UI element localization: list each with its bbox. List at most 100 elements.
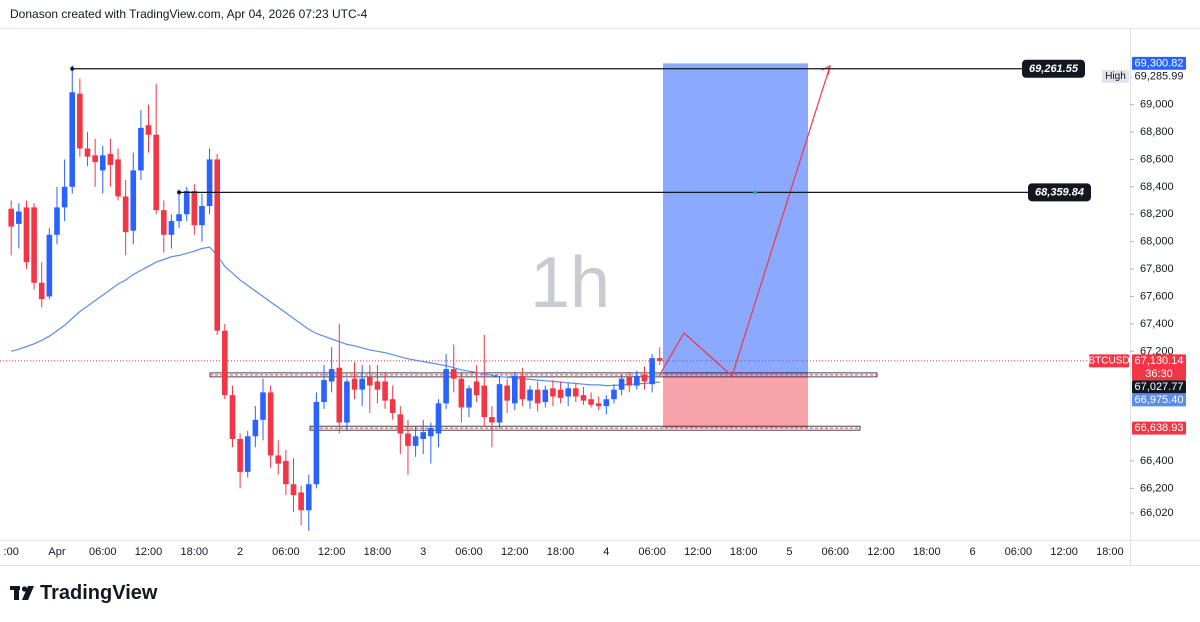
y-tick-label: 68,000 — [1140, 236, 1174, 248]
y-tick-label: 68,800 — [1140, 126, 1174, 138]
x-tick-label: 18:00 — [364, 546, 392, 558]
brand-name: TradingView — [40, 582, 158, 604]
candle-body — [161, 210, 167, 235]
x-tick-label: Apr — [48, 546, 65, 558]
candle-body — [550, 388, 556, 397]
y-tick-label: 67,600 — [1140, 290, 1174, 302]
candle-body — [122, 196, 129, 233]
x-tick-label: 06:00 — [272, 546, 300, 558]
candle-body — [428, 428, 434, 437]
candle-body — [458, 378, 465, 408]
candle-body — [283, 460, 289, 485]
candle-body — [260, 392, 266, 420]
y-tick-label: 67,400 — [1140, 318, 1174, 330]
x-tick-label: 18:00 — [181, 546, 209, 558]
candle-body — [573, 388, 579, 397]
candle-body — [595, 403, 602, 407]
candle-body — [31, 207, 37, 283]
candle-body — [527, 389, 533, 401]
projection-path — [658, 65, 831, 378]
candle-body — [229, 395, 236, 439]
candle-body — [130, 170, 137, 231]
candle-body — [222, 330, 228, 396]
candle-body — [214, 159, 221, 331]
x-tick-label: 06:00 — [455, 546, 483, 558]
candle-body — [489, 417, 495, 423]
candle-body — [511, 375, 518, 404]
candle-body — [435, 403, 442, 434]
candle-body — [275, 455, 282, 464]
candle-body — [626, 377, 633, 386]
candle-body — [656, 358, 663, 361]
candle-body — [443, 369, 449, 404]
level-anchor — [177, 190, 182, 195]
price-label: 66,638.93 — [1135, 422, 1184, 434]
candle-body — [77, 93, 83, 149]
candle-body — [305, 484, 312, 511]
candle-body — [519, 375, 526, 400]
x-tick-label: 2 — [237, 546, 243, 558]
candle-body — [405, 433, 411, 446]
x-tick-label: 12:00 — [135, 546, 163, 558]
candle-body — [191, 190, 198, 226]
candle-body — [176, 214, 182, 222]
candle-body — [54, 207, 60, 235]
candle-body — [351, 378, 358, 390]
candle-body — [38, 282, 45, 300]
candle-body — [466, 388, 472, 408]
x-tick-label: 18:00 — [913, 546, 941, 558]
x-tick-label: 06:00 — [638, 546, 666, 558]
candle-body — [16, 211, 22, 224]
candle-body — [450, 369, 457, 379]
x-tick-label: 06:00 — [821, 546, 849, 558]
candle-body — [412, 436, 419, 446]
candle-body — [634, 375, 640, 386]
x-tick-label: 18:00 — [1096, 546, 1124, 558]
candle-body — [92, 155, 98, 163]
y-tick-label: 69,000 — [1140, 99, 1174, 111]
y-tick-label: 66,200 — [1140, 482, 1174, 494]
candle-body — [252, 419, 259, 437]
profit-zone — [663, 63, 808, 375]
candle-body — [206, 159, 213, 207]
candle-body — [46, 234, 53, 297]
x-tick-label: 4 — [603, 546, 609, 558]
candle-body — [69, 92, 76, 187]
candle-body — [359, 378, 365, 390]
candle-body — [84, 148, 91, 157]
candle-body — [138, 127, 144, 171]
candle-body — [344, 381, 350, 423]
price-label-box — [1132, 421, 1186, 435]
header: Donason created with TradingView.com, Ap… — [10, 7, 368, 21]
price-label-box — [1132, 56, 1186, 70]
level-label: 68,359.84 — [1035, 186, 1084, 198]
level-label-box — [1028, 183, 1091, 202]
candle-body — [267, 392, 274, 456]
candle-body — [565, 388, 571, 397]
candle-body — [168, 221, 175, 235]
candle-body — [244, 436, 251, 472]
y-tick-label: 68,200 — [1140, 208, 1174, 220]
countdown-label: 36:30 — [1145, 368, 1173, 380]
price-tag-box — [1089, 354, 1129, 368]
x-tick-label: 18:00 — [730, 546, 758, 558]
x-tick-label: 12:00 — [867, 546, 895, 558]
candle-body — [420, 432, 427, 439]
level-anchor — [70, 66, 75, 71]
candle-body — [542, 389, 549, 402]
candle-body — [321, 380, 327, 402]
price-label-box — [1132, 69, 1186, 83]
candle-body — [61, 186, 68, 208]
x-tick-label: :00 — [4, 546, 19, 558]
candle-body — [557, 389, 564, 398]
logo-dot — [21, 586, 28, 592]
y-tick-label: 68,400 — [1140, 181, 1174, 193]
candle-body — [611, 389, 617, 400]
candle-body — [115, 159, 121, 197]
candle-body — [534, 389, 541, 404]
candle-body — [199, 206, 205, 226]
candle-body — [99, 155, 106, 171]
price-label-box — [1132, 354, 1186, 381]
x-tick-label: 18:00 — [547, 546, 575, 558]
y-tick-label: 66,020 — [1140, 507, 1174, 519]
